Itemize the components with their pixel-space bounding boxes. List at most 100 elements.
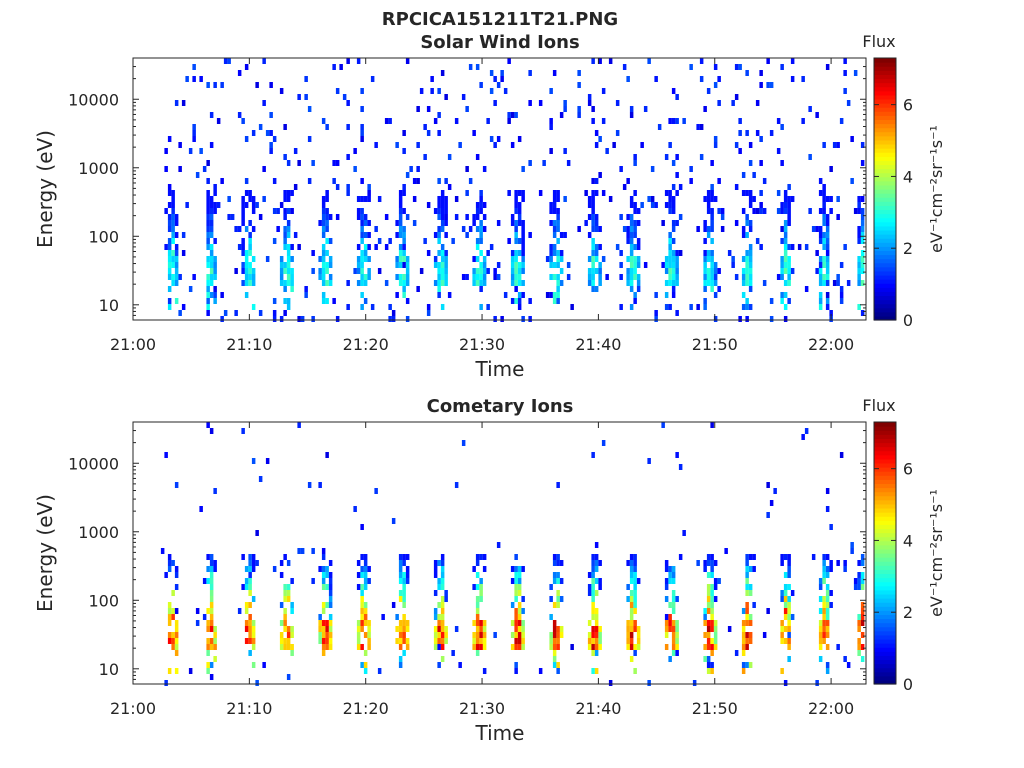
colorbar-segment: [874, 299, 896, 305]
heatmap-cell: [559, 560, 564, 566]
heatmap-cell: [818, 190, 823, 196]
heatmap-cell: [748, 226, 753, 232]
heatmap-cell: [251, 596, 256, 602]
heatmap-cell: [514, 596, 518, 602]
heatmap-cell: [818, 232, 823, 238]
heatmap-cell: [745, 578, 749, 584]
heatmap-cell: [549, 244, 553, 250]
colorbar-segment: [874, 131, 896, 137]
heatmap-cell: [825, 238, 830, 244]
heatmap-cell: [703, 566, 707, 572]
heatmap-cell: [748, 662, 753, 668]
heatmap-cell: [752, 196, 756, 202]
heatmap-cell: [311, 268, 315, 274]
heatmap-cell: [391, 518, 396, 524]
heatmap-cell: [283, 608, 287, 614]
heatmap-cell: [360, 88, 364, 94]
heatmap-cell: [664, 304, 669, 310]
heatmap-cell: [454, 214, 459, 220]
heatmap-cell: [790, 58, 795, 64]
heatmap-cell: [860, 560, 865, 566]
x-tick-label: 21:20: [343, 335, 389, 354]
heatmap-cell: [591, 614, 595, 620]
heatmap-cell: [706, 226, 711, 232]
figure-title: RPCICA151211T21.PNG: [382, 9, 618, 30]
heatmap-cell: [209, 578, 214, 584]
heatmap-cell: [426, 130, 431, 136]
heatmap-cell: [636, 274, 641, 280]
heatmap-cell: [416, 142, 420, 148]
heatmap-cell: [167, 632, 172, 638]
heatmap-cell: [745, 232, 749, 238]
heatmap-cell: [559, 112, 564, 118]
heatmap-cell: [244, 202, 249, 208]
heatmap-cell: [510, 620, 515, 626]
heatmap-cell: [545, 256, 550, 262]
heatmap-cell: [780, 632, 784, 638]
heatmap-cell: [468, 64, 473, 70]
heatmap-cell: [206, 160, 210, 166]
heatmap-cell: [860, 632, 865, 638]
heatmap-cell: [822, 632, 826, 638]
heatmap-cell: [825, 566, 830, 572]
heatmap-cell: [822, 262, 826, 268]
heatmap-cell: [787, 256, 791, 262]
heatmap-cell: [363, 244, 368, 250]
heatmap-cell: [542, 160, 546, 166]
heatmap-cell: [363, 650, 368, 656]
heatmap-cell: [783, 554, 788, 560]
colorbar-segment: [874, 266, 896, 272]
heatmap-cell: [671, 268, 676, 274]
heatmap-cell: [825, 614, 830, 620]
heatmap-cell: [321, 608, 326, 614]
heatmap-cell: [818, 292, 823, 298]
heatmap-cell: [633, 298, 637, 304]
heatmap-cell: [549, 124, 553, 130]
heatmap-cell: [328, 584, 333, 590]
heatmap-cell: [594, 632, 599, 638]
heatmap-cell: [517, 280, 522, 286]
heatmap-cell: [787, 184, 791, 190]
heatmap-cell: [661, 220, 665, 226]
x-axis: 21:00 21:10 21:20 21:30 21:40 21:50 22:00: [110, 58, 854, 354]
heatmap-cell: [419, 88, 424, 94]
heatmap-cell: [626, 638, 630, 644]
heatmap-cell: [717, 100, 721, 106]
heatmap-cell: [822, 620, 826, 626]
heatmap-cell: [745, 620, 749, 626]
heatmap-cell: [598, 560, 602, 566]
heatmap-cell: [787, 262, 791, 268]
heatmap-cell: [241, 118, 245, 124]
heatmap-cell: [860, 232, 865, 238]
heatmap-cell: [521, 232, 525, 238]
heatmap-cell: [244, 136, 249, 142]
colorbar-segment: [874, 62, 896, 67]
heatmap-cell: [479, 232, 483, 238]
heatmap-cell: [759, 190, 763, 196]
heatmap-cell: [493, 268, 497, 274]
x-axis: 21:00 21:10 21:20 21:30 21:40 21:50 22:00: [110, 422, 854, 718]
heatmap-cell: [360, 626, 364, 632]
heatmap-cell: [251, 226, 256, 232]
heatmap-cell: [629, 202, 634, 208]
heatmap-cell: [857, 638, 861, 644]
heatmap-cell: [727, 626, 732, 632]
heatmap-cell: [328, 644, 333, 650]
heatmap-cell: [398, 656, 403, 662]
heatmap-cell: [440, 596, 445, 602]
colorbar-segment: [874, 303, 896, 309]
heatmap-cell: [608, 196, 613, 202]
heatmap-cell: [825, 590, 830, 596]
heatmap-cell: [860, 578, 865, 584]
heatmap-cell: [783, 602, 788, 608]
heatmap-cell: [440, 578, 445, 584]
heatmap-cell: [325, 452, 329, 458]
colorbar-segment: [874, 58, 896, 63]
heatmap-cell: [276, 208, 280, 214]
heatmap-cell: [472, 644, 476, 650]
heatmap-cell: [283, 124, 287, 130]
heatmap-cell: [556, 220, 560, 226]
